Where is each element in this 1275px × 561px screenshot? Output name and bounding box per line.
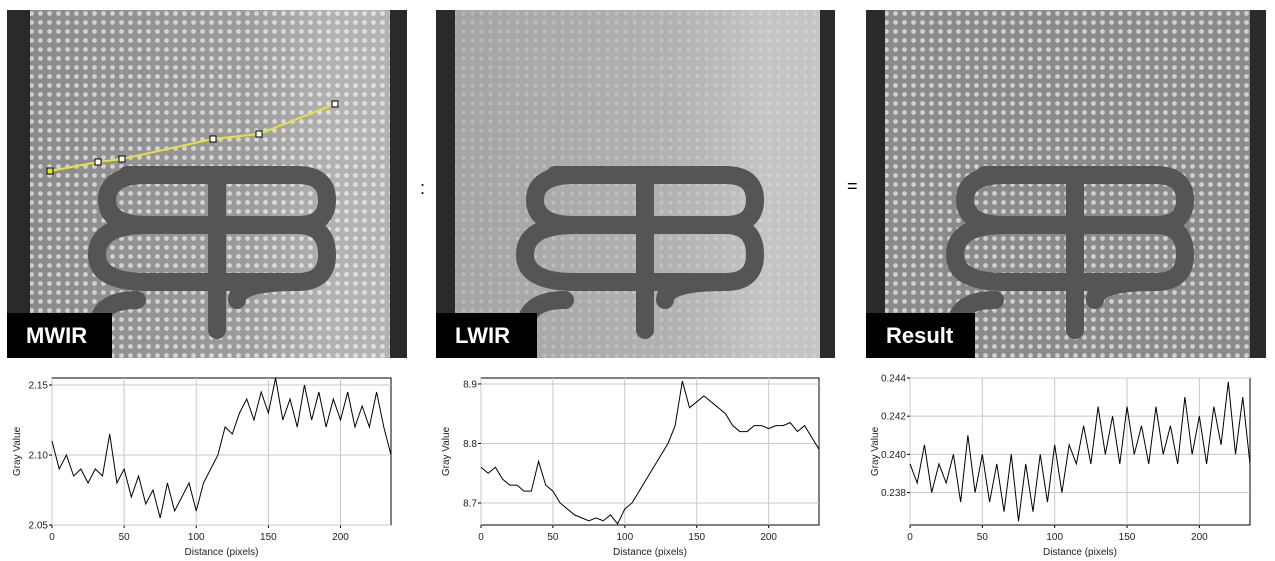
panel-label: MWIR (26, 323, 87, 348)
chart: 0 50 100 150 200 2.05 2.10 2.15 Distance (pixels… (12, 378, 391, 558)
x-tick-label: 150 (1119, 532, 1136, 543)
x-tick-label: 100 (188, 532, 205, 543)
x-tick-label: 100 (1046, 532, 1063, 543)
y-tick-label: 8.8 (463, 439, 477, 450)
operator: : (420, 178, 425, 198)
y-tick-label: 2.10 (29, 451, 49, 462)
x-tick-label: 200 (332, 532, 349, 543)
panel-label: Result (886, 323, 954, 348)
x-tick-label: 200 (1191, 532, 1208, 543)
x-tick-label: 0 (49, 532, 55, 543)
x-axis-label: Distance (pixels) (185, 547, 259, 558)
x-axis-label: Distance (pixels) (1043, 547, 1117, 558)
y-tick-label: 2.15 (29, 381, 49, 392)
panel-label: LWIR (455, 323, 510, 348)
chart: 0 50 100 150 200 0.238 0.240 0.242 0.244 Distance… (870, 374, 1250, 559)
x-tick-label: 50 (547, 532, 559, 543)
figure: MWIR LWIR Result : = 0 50 100 150 200 2.05 2.1… (0, 0, 1275, 561)
x-axis-label: Distance (pixels) (613, 547, 687, 558)
y-tick-label: 0.244 (881, 374, 906, 385)
x-tick-label: 0 (907, 532, 913, 543)
y-axis-label: Gray Value (12, 426, 23, 476)
x-tick-label: 200 (760, 532, 777, 543)
y-tick-label: 8.7 (463, 498, 477, 509)
y-axis-label: Gray Value (441, 426, 452, 476)
panel-mwir: MWIR (7, 10, 407, 358)
x-tick-label: 150 (260, 532, 277, 543)
x-tick-label: 100 (616, 532, 633, 543)
x-tick-label: 50 (977, 532, 989, 543)
operator: = (847, 176, 858, 196)
y-tick-label: 8.9 (463, 379, 477, 390)
x-tick-label: 150 (688, 532, 705, 543)
y-tick-label: 0.242 (881, 412, 906, 423)
y-tick-label: 2.05 (29, 521, 49, 532)
panel-result: Result (866, 10, 1266, 358)
y-tick-label: 0.240 (881, 450, 906, 461)
x-tick-label: 0 (478, 532, 484, 543)
chart: 0 50 100 150 200 8.7 8.8 8.9 Distance (pixels) Gr… (441, 378, 819, 558)
x-tick-label: 50 (119, 532, 131, 543)
panel-lwir: LWIR (436, 10, 835, 358)
y-tick-label: 0.238 (881, 488, 906, 499)
y-axis-label: Gray Value (870, 426, 881, 476)
